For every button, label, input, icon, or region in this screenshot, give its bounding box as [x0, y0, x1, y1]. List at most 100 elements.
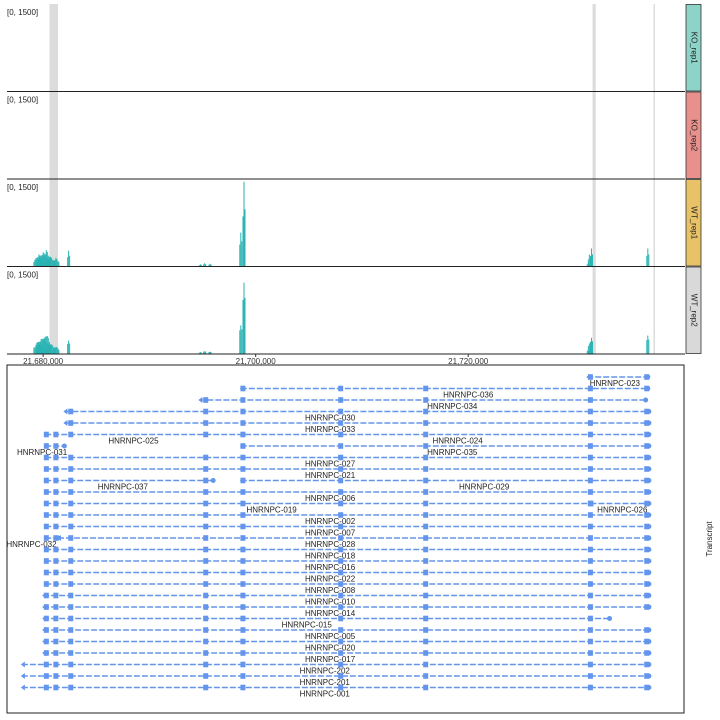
track-range-label: [0, 1500]: [7, 8, 38, 17]
strand-arrow: [44, 546, 49, 553]
track-range-label: [0, 1500]: [7, 271, 38, 280]
exon-block: [587, 615, 593, 622]
track-name: WT_rep2: [689, 294, 698, 327]
exon-block: [338, 397, 344, 403]
exon-block: [53, 500, 59, 507]
coverage-track-wt-rep2: [0, 1500] WT_rep2: [7, 266, 702, 354]
exon-block: [240, 581, 246, 587]
exon-block: [53, 431, 59, 438]
end-marker: [646, 420, 652, 426]
exon-block: [338, 592, 344, 599]
end-marker: [646, 673, 652, 679]
transcript-label: HNRNPC-032: [6, 540, 57, 549]
exon-block: [587, 604, 593, 610]
end-marker: [646, 409, 652, 414]
exon-block: [423, 512, 429, 518]
coverage-track-wt-rep1: [0, 1500] WT_rep1: [7, 178, 702, 267]
end-marker: [645, 374, 651, 380]
exon-block: [423, 397, 429, 403]
exon-block: [240, 638, 246, 645]
exon-block: [53, 650, 59, 656]
exon-block: [203, 592, 209, 599]
transcript-hnrnpc-017: HNRNPC-017: [42, 650, 652, 664]
exon-block: [338, 500, 344, 507]
exon-block: [53, 638, 59, 645]
exon-block: [68, 477, 74, 484]
exon-block: [68, 408, 74, 415]
exon-block: [68, 558, 74, 564]
coverage-track-ko-rep1: [0, 1500] KO_rep1: [7, 4, 702, 92]
strand-arrow: [42, 650, 47, 656]
transcript-label: HNRNPC-201: [300, 678, 351, 687]
transcript-hnrnpc-001: HNRNPC-001: [20, 684, 652, 699]
end-marker: [646, 512, 652, 518]
transcript-label: HNRNPC-036: [443, 391, 494, 400]
exon-block: [338, 661, 344, 668]
transcript-label: HNRNPC-002: [305, 517, 356, 526]
strand-arrow: [44, 477, 49, 484]
transcript-label: HNRNPC-005: [305, 632, 356, 641]
transcript-label: HNRNPC-008: [305, 586, 356, 595]
transcript-label: HNRNPC-029: [459, 483, 510, 492]
exon-block: [43, 627, 49, 633]
axis-tick-label: 21,700,000: [236, 357, 277, 366]
exon-block: [338, 535, 344, 541]
exon-block: [203, 454, 209, 461]
transcript-label: HNRNPC-015: [282, 621, 333, 630]
exon-block: [203, 604, 209, 610]
exon-block: [68, 489, 74, 495]
transcript-hnrnpc-008: HNRNPC-008: [43, 581, 652, 595]
end-marker: [646, 558, 652, 564]
exon-block: [203, 581, 209, 587]
end-marker: [646, 627, 652, 633]
strand-arrow: [44, 581, 49, 587]
transcript-hnrnpc-007: HNRNPC-007: [43, 523, 652, 538]
highlight-region: [49, 91, 59, 179]
strand-arrow: [42, 627, 47, 633]
transcript-hnrnpc-033: HNRNPC-033: [63, 420, 652, 434]
transcript-hnrnpc-020: HNRNPC-020: [42, 638, 652, 653]
exon-block: [240, 604, 246, 610]
transcript-hnrnpc-032: HNRNPC-032 HNRNPC-028: [6, 535, 652, 549]
transcript-label: HNRNPC-006: [305, 494, 356, 503]
exon-block: [203, 615, 209, 622]
transcript-label: HNRNPC-037: [98, 483, 149, 492]
exon-block: [203, 420, 209, 426]
exon-block: [587, 408, 593, 415]
transcript-label: HNRNPC-034: [427, 402, 478, 411]
transcript-label: HNRNPC-023: [590, 379, 641, 388]
track-name: WT_rep1: [689, 206, 698, 239]
exon-block: [338, 638, 344, 645]
exon-block: [53, 466, 59, 472]
exon-block: [587, 650, 593, 656]
exon-block: [203, 535, 209, 541]
exon-block: [203, 523, 209, 530]
end-marker: [646, 443, 652, 449]
exon-block: [587, 546, 593, 553]
track-strip: [685, 179, 702, 267]
transcript-hnrnpc-002: HNRNPC-002: [43, 512, 652, 526]
end-marker: [646, 432, 652, 437]
strand-arrow: [44, 443, 49, 449]
exon-block: [423, 592, 429, 599]
exon-block: [203, 431, 209, 438]
exon-block: [53, 512, 59, 518]
transcript-hnrnpc-036: HNRNPC-036: [239, 385, 651, 400]
strand-arrow: [198, 397, 203, 403]
exon-block: [240, 615, 246, 622]
transcript-label: HNRNPC-202: [300, 667, 351, 676]
exon-block: [53, 615, 59, 622]
transcript-panel-label: Transcript: [705, 521, 714, 557]
exon-block: [240, 650, 246, 656]
highlight-region: [49, 266, 59, 354]
exon-block: [68, 431, 74, 438]
exon-block: [587, 673, 593, 679]
exon-block: [587, 684, 593, 691]
transcript-label: HNRNPC-033: [305, 425, 356, 434]
exon-block: [587, 420, 593, 426]
transcript-hnrnpc-201: HNRNPC-201: [20, 673, 652, 687]
exon-block: [68, 604, 74, 610]
end-marker: [646, 489, 652, 495]
transcript-hnrnpc-037: HNRNPC-037 HNRNPC-029: [43, 477, 652, 492]
